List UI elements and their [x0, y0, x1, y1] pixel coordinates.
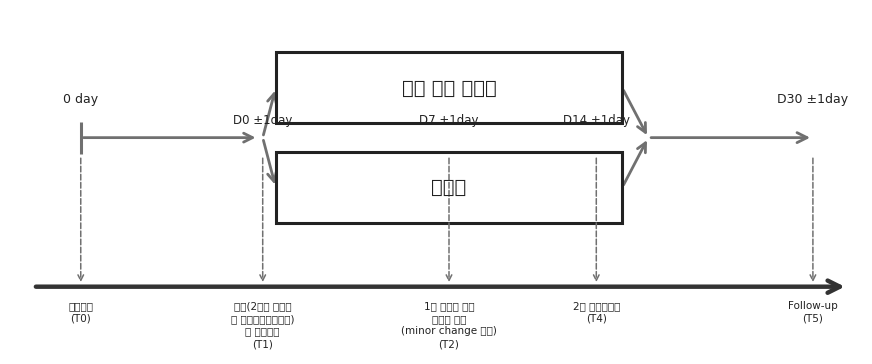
Text: 2차 유효성평가
(T4): 2차 유효성평가 (T4): [573, 301, 620, 324]
Text: 대조군: 대조군: [432, 178, 467, 197]
Text: 1차 유효성 평가
처방약 유지
(minor change 허용)
(T2): 1차 유효성 평가 처방약 유지 (minor change 허용) (T2): [401, 301, 497, 349]
Text: D30 ±1day: D30 ±1day: [777, 93, 848, 106]
FancyBboxPatch shape: [276, 52, 623, 123]
Text: D7 ±1day: D7 ±1day: [419, 114, 479, 127]
Text: D0 ±1day: D0 ±1day: [233, 114, 292, 127]
Text: Follow-up
(T5): Follow-up (T5): [788, 301, 838, 324]
FancyBboxPatch shape: [276, 152, 623, 223]
Text: 0 day: 0 day: [63, 93, 99, 106]
Text: 진단(2인의 전문가
및 변증판별프로그램)
및 처방결정
(T1): 진단(2인의 전문가 및 변증판별프로그램) 및 처방결정 (T1): [231, 301, 295, 349]
Text: D14 ±1day: D14 ±1day: [562, 114, 630, 127]
Text: 중풍 변증 치료군: 중풍 변증 치료군: [402, 79, 496, 98]
Text: 스크리닝
(T0): 스크리닝 (T0): [68, 301, 93, 324]
